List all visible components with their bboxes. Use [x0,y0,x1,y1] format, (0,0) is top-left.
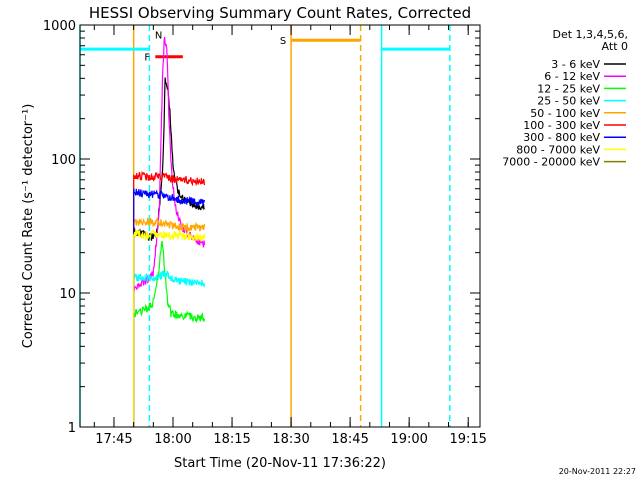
annotation-label: N [155,30,162,41]
legend-entry-label: 3 - 6 keV [551,58,600,71]
y-tick-label: 1 [68,421,76,436]
x-tick-label: 18:00 [154,432,191,447]
legend-entry-label: 25 - 50 keV [537,95,600,108]
x-tick-label: 18:30 [272,432,309,447]
legend-entry-label: 100 - 300 keV [523,119,600,132]
x-tick-label: 19:00 [390,432,427,447]
annotation-label: S [280,36,286,47]
series-line [133,240,206,427]
x-axis-label: Start Time (20-Nov-11 17:36:22) [174,456,386,471]
legend-header: Att 0 [602,40,628,53]
series-line [133,217,206,427]
chart-title: HESSI Observing Summary Count Rates, Cor… [89,4,471,22]
x-tick-label: 18:45 [331,432,368,447]
legend-entry-label: 300 - 800 keV [523,131,600,144]
legend-entry-label: 7000 - 20000 keV [502,156,600,169]
annotation-label: F [144,53,150,64]
series-line [133,188,206,427]
x-tick-label: 19:15 [449,432,486,447]
series-line [133,170,206,427]
series-line [133,228,206,427]
x-axis: 17:45 18:00 18:15 18:30 18:45 19:00 19:15 [93,25,487,447]
y-tick-label: 100 [51,153,76,168]
x-tick-label: 17:45 [95,432,132,447]
y-axis-label: Corrected Count Rate (s⁻¹ detector⁻¹) [21,104,36,349]
legend-entry-label: 6 - 12 keV [544,70,600,83]
legend-entry-label: 800 - 7000 keV [516,143,600,156]
legend-entry-label: 12 - 25 keV [537,82,600,95]
series-line [133,270,206,427]
legend-entry-label: 50 - 100 keV [530,107,600,120]
y-tick-label: 10 [59,287,76,302]
plot-frame [79,24,481,428]
y-tick-label: 1000 [43,19,76,34]
y-axis: 1 10 100 1000 [43,19,480,436]
footer-timestamp: 20-Nov-2011 22:27 [559,467,636,476]
legend-header: Det 1,3,4,5,6, [552,28,628,41]
plot-area: F N S [79,25,451,427]
x-tick-label: 18:15 [213,432,250,447]
